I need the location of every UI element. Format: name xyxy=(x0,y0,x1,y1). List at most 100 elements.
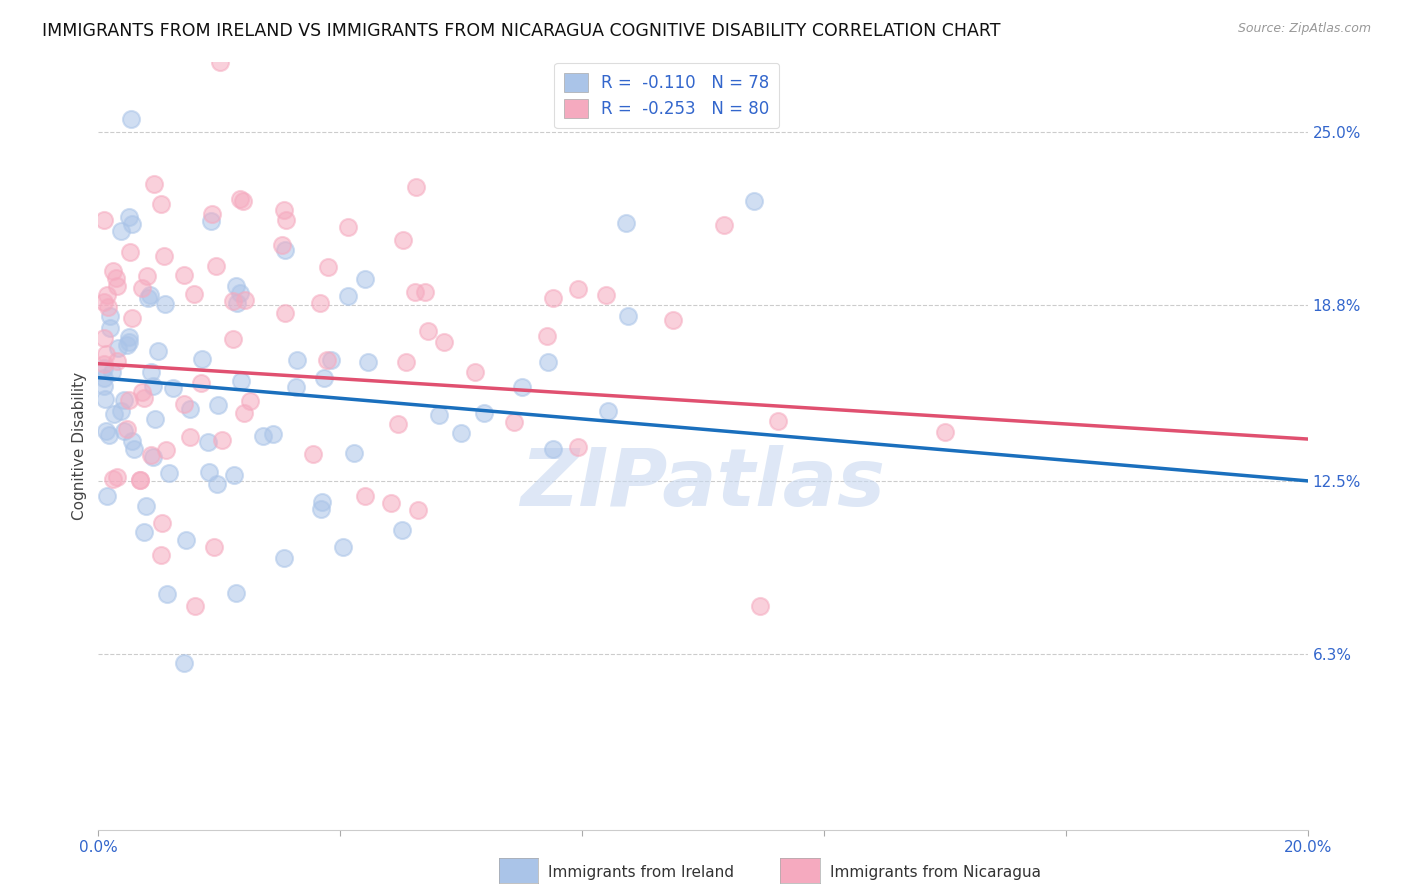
Point xyxy=(207,398,229,412)
Point xyxy=(229,285,252,300)
Point xyxy=(117,393,139,408)
Point xyxy=(222,467,245,482)
Point xyxy=(98,310,121,324)
Point xyxy=(139,365,162,379)
Point xyxy=(472,406,495,420)
Point xyxy=(502,416,524,430)
Point xyxy=(103,472,125,486)
Point xyxy=(284,380,307,394)
Point xyxy=(190,376,212,390)
Text: IMMIGRANTS FROM IRELAND VS IMMIGRANTS FROM NICARAGUA COGNITIVE DISABILITY CORREL: IMMIGRANTS FROM IRELAND VS IMMIGRANTS FR… xyxy=(42,22,1001,40)
Text: Immigrants from Nicaragua: Immigrants from Nicaragua xyxy=(830,865,1040,880)
Point xyxy=(536,329,558,343)
Point xyxy=(190,351,212,366)
Point xyxy=(96,288,118,302)
Point xyxy=(252,429,274,443)
Point xyxy=(427,408,450,422)
Point xyxy=(129,473,152,487)
Point xyxy=(433,334,456,349)
Point xyxy=(173,397,195,411)
Point xyxy=(768,414,790,428)
Point xyxy=(222,293,245,308)
Point xyxy=(302,448,325,462)
Point xyxy=(311,494,333,508)
Point xyxy=(232,194,254,208)
Point xyxy=(404,285,426,299)
Text: Immigrants from Ireland: Immigrants from Ireland xyxy=(548,865,734,880)
Point xyxy=(311,502,333,516)
Point xyxy=(173,268,195,283)
Point xyxy=(115,338,138,352)
Point xyxy=(179,401,201,416)
Point xyxy=(136,291,159,305)
Point xyxy=(118,211,141,225)
Point xyxy=(142,379,165,393)
Point xyxy=(157,466,180,480)
Point xyxy=(118,245,141,260)
Point xyxy=(101,264,124,278)
Point xyxy=(105,354,128,368)
Point xyxy=(120,112,142,127)
Point xyxy=(136,269,159,284)
Point xyxy=(105,469,128,483)
Point xyxy=(225,279,247,293)
Point xyxy=(541,291,564,305)
Point xyxy=(105,278,128,293)
Point xyxy=(98,321,121,335)
Point xyxy=(537,354,560,368)
Point xyxy=(318,260,340,274)
Point xyxy=(742,194,765,209)
Point xyxy=(357,355,380,369)
Point xyxy=(183,599,205,614)
Point xyxy=(115,422,138,436)
Point xyxy=(450,426,472,441)
Point xyxy=(287,352,309,367)
Point xyxy=(96,300,118,314)
Point xyxy=(121,217,143,231)
Point xyxy=(413,285,436,300)
Point xyxy=(713,218,735,232)
Point xyxy=(749,599,772,614)
Point xyxy=(208,55,231,70)
Point xyxy=(543,442,565,457)
Point xyxy=(226,296,249,310)
Point xyxy=(233,293,256,307)
Point xyxy=(205,260,228,274)
Point xyxy=(105,271,128,285)
Point xyxy=(96,347,118,361)
Point xyxy=(112,424,135,438)
Point xyxy=(567,441,589,455)
Point xyxy=(135,499,157,513)
Point xyxy=(141,448,163,462)
Point xyxy=(173,656,195,670)
Point xyxy=(231,374,253,388)
Point xyxy=(312,371,335,385)
Point xyxy=(336,219,359,234)
Point xyxy=(380,496,402,510)
Point xyxy=(128,474,150,488)
Point xyxy=(614,216,637,230)
Text: Source: ZipAtlas.com: Source: ZipAtlas.com xyxy=(1237,22,1371,36)
Point xyxy=(124,442,146,456)
Point xyxy=(405,180,427,194)
Point xyxy=(179,430,201,444)
Point xyxy=(132,391,155,405)
Point xyxy=(229,192,252,206)
Point xyxy=(118,330,141,344)
Point xyxy=(211,433,233,447)
Point xyxy=(93,294,115,309)
Point xyxy=(201,207,224,221)
Point xyxy=(617,310,640,324)
Point xyxy=(156,587,179,601)
Point xyxy=(101,366,124,380)
Point xyxy=(200,214,222,228)
Point xyxy=(155,442,177,457)
Point xyxy=(174,533,197,548)
Point xyxy=(225,586,247,600)
Point xyxy=(121,434,143,448)
Point xyxy=(93,331,115,345)
Point xyxy=(512,379,534,393)
Point xyxy=(143,177,166,191)
Point xyxy=(416,324,439,338)
Point xyxy=(239,394,262,409)
